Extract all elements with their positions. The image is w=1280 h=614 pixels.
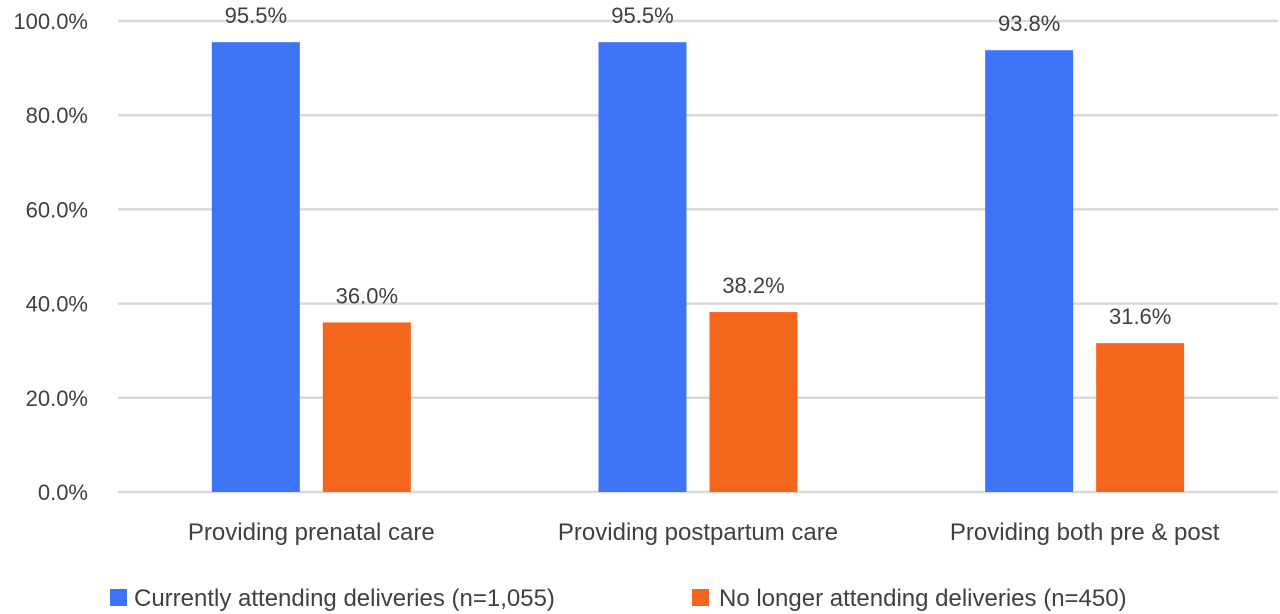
y-tick-label: 100.0% [13, 9, 88, 34]
bar-no-longer-attending [322, 322, 411, 492]
bar-currently-attending [598, 42, 687, 492]
legend-swatch [692, 589, 709, 606]
y-tick-label: 80.0% [26, 103, 88, 128]
gridlines [118, 19, 1278, 494]
legend-swatch [110, 589, 127, 606]
legend-label: Currently attending deliveries (n=1,055) [134, 585, 555, 612]
y-axis: 0.0% 20.0% 40.0% 60.0% 80.0% 100.0% [13, 9, 88, 505]
y-tick-label: 40.0% [26, 292, 88, 317]
legend-label: No longer attending deliveries (n=450) [719, 585, 1127, 612]
y-tick-label: 0.0% [38, 480, 88, 505]
data-label: 38.2% [722, 273, 784, 298]
bar-no-longer-attending [709, 312, 798, 492]
data-label: 31.6% [1109, 304, 1171, 329]
data-label: 93.8% [998, 11, 1060, 36]
data-label: 95.5% [225, 3, 287, 28]
data-labels: 95.5% 36.0% 95.5% 38.2% 93.8% 31.6% [225, 3, 1172, 329]
bar-currently-attending [211, 42, 300, 492]
category-label: Providing both pre & post [950, 519, 1220, 546]
data-label: 36.0% [336, 283, 398, 308]
category-label: Providing prenatal care [188, 519, 435, 546]
category-label: Providing postpartum care [558, 519, 838, 546]
bars [211, 42, 1185, 493]
bar-no-longer-attending [1096, 343, 1185, 492]
x-axis: Providing prenatal care Providing postpar… [188, 519, 1220, 546]
bar-currently-attending [985, 50, 1074, 493]
y-tick-label: 20.0% [26, 386, 88, 411]
data-label: 95.5% [611, 3, 673, 28]
legend: Currently attending deliveries (n=1,055)… [110, 585, 1127, 612]
y-tick-label: 60.0% [26, 197, 88, 222]
